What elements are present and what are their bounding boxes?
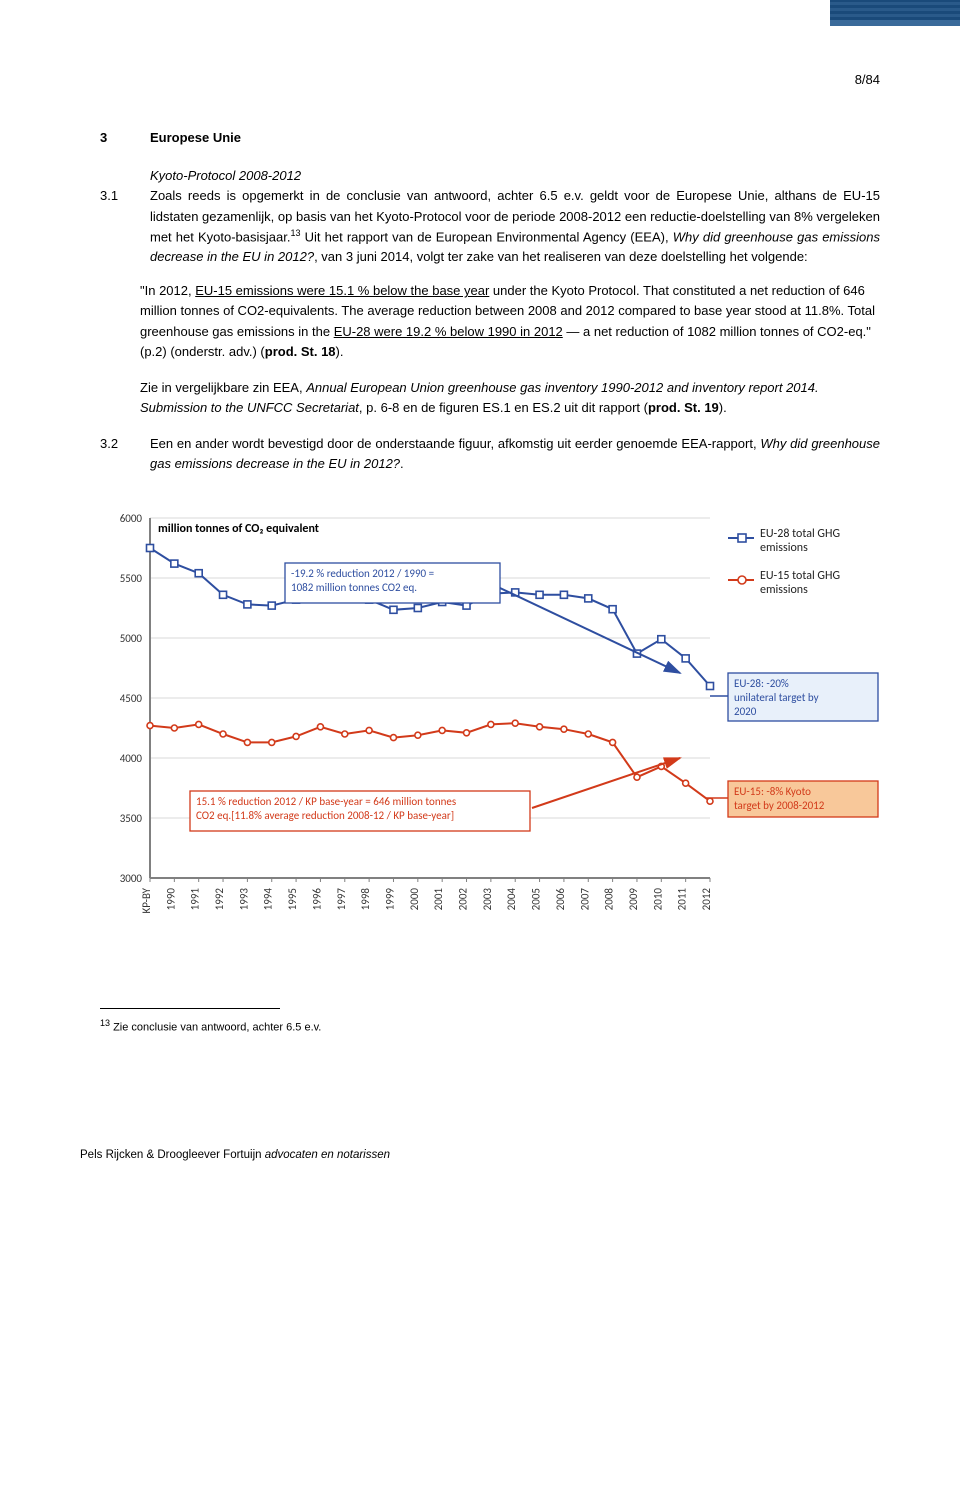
text-3-1-d: , van 3 juni 2014, volgt ter zake van he… bbox=[314, 249, 808, 264]
section-number: 3 bbox=[100, 128, 150, 148]
q1-f: prod. St. 18 bbox=[265, 344, 336, 359]
svg-text:EU-28 total GHG: EU-28 total GHG bbox=[760, 527, 840, 541]
svg-text:2008: 2008 bbox=[603, 888, 616, 911]
svg-text:EU-28: -20%: EU-28: -20% bbox=[734, 677, 789, 690]
text-3-1-b: Uit het rapport van de European Environm… bbox=[301, 229, 673, 244]
footnote-marker: 13 bbox=[290, 228, 300, 238]
q2-c: , p. 6-8 en de figuren ES.1 en ES.2 uit … bbox=[359, 400, 648, 415]
svg-text:5500: 5500 bbox=[120, 572, 143, 585]
footnote: 13 Zie conclusie van antwoord, achter 6.… bbox=[100, 1017, 880, 1037]
svg-text:1990: 1990 bbox=[164, 888, 177, 911]
footer-tagline: advocaten en notarissen bbox=[265, 1149, 390, 1161]
para-3-2-text: Een en ander wordt bevestigd door de ond… bbox=[150, 434, 880, 474]
svg-text:2002: 2002 bbox=[457, 888, 470, 911]
svg-text:1996: 1996 bbox=[310, 888, 323, 911]
svg-text:2003: 2003 bbox=[481, 888, 494, 911]
svg-text:2012: 2012 bbox=[700, 888, 713, 911]
svg-text:EU-15: -8% Kyoto: EU-15: -8% Kyoto bbox=[734, 785, 811, 798]
svg-text:2011: 2011 bbox=[676, 888, 689, 911]
footer-firm: Pels Rijcken & Droogleever Fortuijn bbox=[80, 1149, 265, 1161]
footer: Pels Rijcken & Droogleever Fortuijn advo… bbox=[80, 1147, 880, 1165]
corner-decoration bbox=[830, 0, 960, 26]
section-title: Europese Unie bbox=[150, 128, 241, 148]
svg-text:15.1 % reduction 2012 / KP bas: 15.1 % reduction 2012 / KP base-year = 6… bbox=[196, 795, 456, 808]
svg-text:unilateral target by: unilateral target by bbox=[734, 691, 819, 704]
svg-text:2004: 2004 bbox=[505, 888, 518, 911]
chart-svg: 3000 3500 4000 4500 5000 5500 6000 KP-BY 1990 199… bbox=[80, 508, 900, 938]
svg-text:million tonnes of CO₂ equivale: million tonnes of CO₂ equivalent bbox=[158, 522, 319, 536]
svg-text:6000: 6000 bbox=[120, 512, 143, 525]
svg-text:1992: 1992 bbox=[213, 888, 226, 911]
svg-text:2010: 2010 bbox=[651, 888, 664, 911]
para-3-1-row: 3.1 Zoals reeds is opgemerkt in de concl… bbox=[100, 186, 880, 281]
footnote-num: 13 bbox=[100, 1018, 110, 1028]
q1-d: EU-28 were 19.2 % below 1990 in 2012 bbox=[334, 324, 563, 339]
para-number-3-2: 3.2 bbox=[100, 434, 150, 488]
quote-2: Zie in vergelijkbare zin EEA, Annual Eur… bbox=[140, 378, 880, 418]
para-3-1-text: Zoals reeds is opgemerkt in de conclusie… bbox=[150, 186, 880, 267]
svg-text:2006: 2006 bbox=[554, 888, 567, 911]
emissions-chart: 3000 3500 4000 4500 5000 5500 6000 KP-BY 1990 199… bbox=[80, 508, 900, 938]
page: 8/84 3 Europese Unie Kyoto-Protocol 2008… bbox=[0, 0, 960, 1205]
svg-text:4000: 4000 bbox=[120, 752, 143, 765]
q1-a: "In 2012, bbox=[140, 283, 195, 298]
svg-text:target by 2008-2012: target by 2008-2012 bbox=[734, 799, 825, 812]
svg-text:2005: 2005 bbox=[530, 888, 543, 910]
para-3-2-row: 3.2 Een en ander wordt bevestigd door de… bbox=[100, 434, 880, 488]
svg-text:4500: 4500 bbox=[120, 692, 143, 705]
svg-text:KP-BY: KP-BY bbox=[140, 888, 153, 914]
svg-text:1998: 1998 bbox=[359, 888, 372, 911]
svg-text:1082 million tonnes CO2 eq.: 1082 million tonnes CO2 eq. bbox=[291, 581, 417, 594]
q2-d: prod. St. 19 bbox=[648, 400, 719, 415]
text-3-2-c: . bbox=[400, 456, 404, 471]
svg-text:1991: 1991 bbox=[189, 888, 202, 911]
svg-text:1999: 1999 bbox=[383, 888, 396, 911]
footnote-body: Zie conclusie van antwoord, achter 6.5 e… bbox=[110, 1022, 321, 1034]
svg-text:3500: 3500 bbox=[120, 812, 143, 825]
svg-text:emissions: emissions bbox=[760, 583, 808, 597]
footnote-separator bbox=[100, 1008, 280, 1009]
q1-b: EU-15 emissions were 15.1 % below the ba… bbox=[195, 283, 489, 298]
svg-text:1993: 1993 bbox=[237, 888, 250, 911]
svg-text:1995: 1995 bbox=[286, 888, 299, 910]
subsection-pretitle: Kyoto-Protocol 2008-2012 bbox=[150, 166, 880, 186]
svg-text:emissions: emissions bbox=[760, 541, 808, 555]
svg-text:2009: 2009 bbox=[627, 888, 640, 911]
svg-text:-19.2 % reduction 2012 / 1990: -19.2 % reduction 2012 / 1990 = bbox=[291, 567, 434, 580]
section-header-row: 3 Europese Unie bbox=[100, 128, 880, 148]
para-number: 3.1 bbox=[100, 186, 150, 281]
svg-text:EU-15 total GHG: EU-15 total GHG bbox=[760, 569, 840, 583]
svg-text:1997: 1997 bbox=[335, 888, 348, 911]
svg-text:CO2 eq.[11.8% average reductio: CO2 eq.[11.8% average reduction 2008-12 … bbox=[196, 809, 454, 822]
svg-text:2001: 2001 bbox=[432, 888, 445, 911]
svg-text:5000: 5000 bbox=[120, 632, 143, 645]
svg-text:2007: 2007 bbox=[578, 888, 591, 911]
text-3-2-a: Een en ander wordt bevestigd door de ond… bbox=[150, 436, 760, 451]
svg-text:3000: 3000 bbox=[120, 872, 143, 885]
svg-text:2000: 2000 bbox=[408, 888, 421, 911]
quote-1: "In 2012, EU-15 emissions were 15.1 % be… bbox=[140, 281, 880, 362]
svg-text:1994: 1994 bbox=[262, 888, 275, 911]
page-number: 8/84 bbox=[100, 70, 880, 90]
q2-a: Zie in vergelijkbare zin EEA, bbox=[140, 380, 306, 395]
q2-e: ). bbox=[719, 400, 727, 415]
q1-g: ). bbox=[336, 344, 344, 359]
svg-text:2020: 2020 bbox=[734, 705, 757, 718]
